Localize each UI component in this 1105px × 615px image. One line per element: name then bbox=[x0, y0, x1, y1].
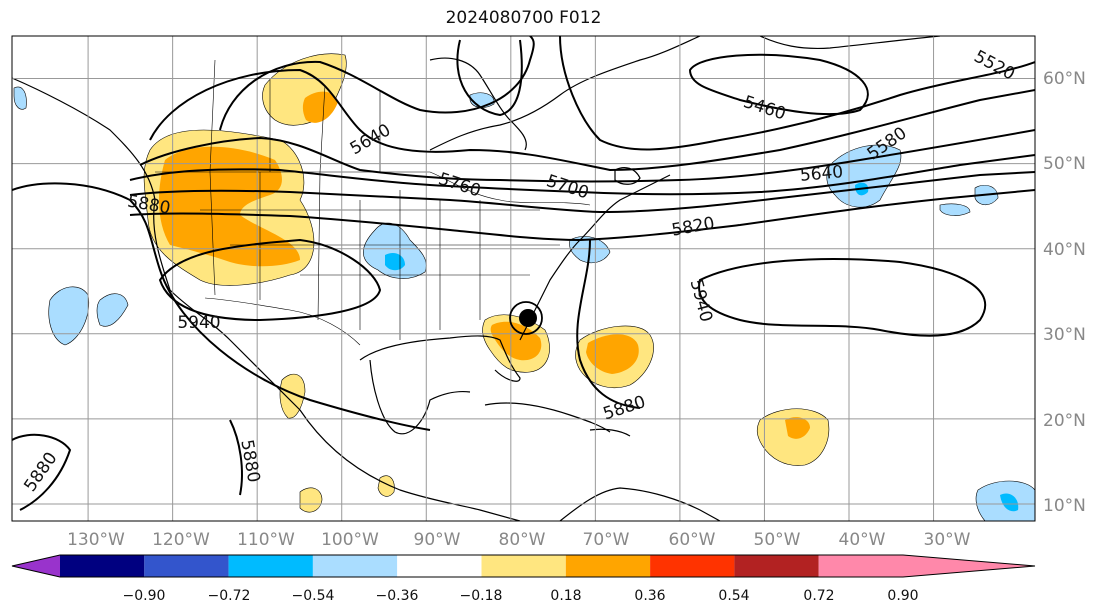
border-canada-provinces bbox=[209, 59, 381, 173]
height-contours bbox=[12, 36, 1035, 511]
anomaly-shading bbox=[13, 53, 1035, 521]
anomaly-florida-mid bbox=[490, 321, 542, 361]
contour-label: 5640 bbox=[799, 162, 844, 186]
coastline-hudson-bay bbox=[429, 57, 527, 151]
anomaly-caribbean-weak bbox=[377, 475, 395, 497]
border-us-mexico bbox=[204, 297, 361, 346]
map-background bbox=[12, 36, 1035, 521]
anomaly-northatlantic-neg-weak bbox=[826, 144, 902, 208]
lat-label: 20°N bbox=[1043, 411, 1086, 431]
colorbar-tick-label: 0.18 bbox=[550, 588, 581, 604]
colorbar-tick-label: 0.36 bbox=[634, 588, 665, 604]
contour-5640 bbox=[139, 129, 1035, 183]
lon-label: 130°W bbox=[67, 530, 125, 550]
latitude-labels: 60°N 50°N 40°N 30°N 20°N 10°N bbox=[1043, 69, 1086, 516]
map-title: 2024080700 F012 bbox=[445, 8, 602, 28]
contour-5820 bbox=[129, 189, 1035, 242]
colorbar-over-arrow bbox=[903, 555, 1035, 577]
colorbar-tick-label: −0.36 bbox=[376, 588, 419, 604]
contour-5940-west bbox=[158, 238, 382, 322]
coastline-hispaniola bbox=[589, 428, 631, 437]
coastline-newfoundland bbox=[614, 167, 641, 185]
lat-label: 30°N bbox=[1043, 325, 1086, 345]
colorbar-under-arrow bbox=[12, 555, 60, 577]
lat-label: 40°N bbox=[1043, 240, 1086, 260]
colorbar-tick-label: −0.54 bbox=[292, 588, 335, 604]
lon-label: 50°W bbox=[754, 530, 801, 550]
anomaly-west-us-mid bbox=[158, 146, 300, 267]
colorbar-tick-label: 0.54 bbox=[718, 588, 749, 604]
contour-label: 5940 bbox=[177, 313, 220, 333]
contour-5880-main bbox=[12, 182, 431, 431]
colorbar-segment bbox=[228, 555, 313, 577]
lat-label: 60°N bbox=[1043, 69, 1086, 89]
contour-5940-atl bbox=[698, 258, 987, 337]
coastline-greenland bbox=[759, 36, 941, 50]
colorbar-segment bbox=[650, 555, 735, 577]
colorbar-outline bbox=[11, 554, 1036, 578]
anomaly-central-america-weak bbox=[299, 487, 323, 513]
colorbar-tick-label: −0.90 bbox=[123, 588, 166, 604]
contour-5760 bbox=[129, 171, 1035, 214]
anomaly-pacific-neg-weak-2 bbox=[96, 293, 129, 327]
lat-label: 50°N bbox=[1043, 154, 1086, 174]
longitude-labels: 130°W 120°W 110°W 100°W 90°W 80°W 70°W 6… bbox=[67, 530, 971, 550]
contour-5520-east bbox=[559, 36, 1035, 151]
map-frame bbox=[11, 35, 1036, 522]
lon-label: 90°W bbox=[414, 530, 461, 550]
anomaly-atl-neg-small-2 bbox=[939, 203, 971, 216]
coastline-gulf bbox=[359, 335, 521, 382]
colorbar-segment bbox=[818, 555, 903, 577]
colorbar-segment bbox=[734, 555, 819, 577]
contour-5460 bbox=[688, 53, 869, 116]
colorbar-segment bbox=[481, 555, 566, 577]
contour-5880-south bbox=[229, 419, 243, 496]
coastline-yucatan bbox=[369, 359, 471, 435]
lon-label: 70°W bbox=[583, 530, 630, 550]
colorbar-tick-label: −0.72 bbox=[208, 588, 251, 604]
contour-5880-west bbox=[12, 433, 72, 511]
colorbar-segment bbox=[60, 555, 145, 577]
lon-label: 110°W bbox=[237, 530, 295, 550]
anomaly-pacific-neg-weak bbox=[48, 286, 90, 346]
anomaly-sw-atl-neg-mid bbox=[1000, 493, 1019, 512]
anomaly-mexico-weak bbox=[279, 373, 306, 419]
lon-label: 100°W bbox=[321, 530, 379, 550]
colorbar-tick-label: 0.72 bbox=[803, 588, 834, 604]
colorbar-segment bbox=[565, 555, 651, 577]
lon-label: 60°W bbox=[669, 530, 716, 550]
colorbar-segment bbox=[397, 555, 482, 577]
colorbar: −0.90 −0.72 −0.54 −0.36 −0.18 0.18 0.36 … bbox=[11, 554, 1036, 604]
anomaly-atlantic-mid bbox=[586, 334, 639, 374]
lon-label: 80°W bbox=[499, 530, 546, 550]
lon-label: 120°W bbox=[152, 530, 210, 550]
contour-5700 bbox=[129, 154, 1035, 196]
coastline-canada-east bbox=[429, 36, 701, 151]
anomaly-alaska-neg-weak bbox=[13, 86, 27, 110]
contour-5460-west bbox=[456, 39, 523, 117]
colorbar-tick-labels: −0.90 −0.72 −0.54 −0.36 −0.18 0.18 0.36 … bbox=[123, 588, 919, 604]
colorbar-tick-label: 0.90 bbox=[887, 588, 918, 604]
coastline-pacific bbox=[12, 77, 521, 521]
colorbar-segment bbox=[144, 555, 229, 577]
anomaly-canada-mid bbox=[302, 91, 338, 123]
contour-5880-atl bbox=[576, 239, 641, 409]
colorbar-tick-label: −0.18 bbox=[460, 588, 503, 604]
coastline-cuba bbox=[484, 402, 611, 433]
lon-label: 30°W bbox=[924, 530, 971, 550]
tropical-cyclone-symbol bbox=[509, 301, 543, 335]
lon-label: 40°W bbox=[839, 530, 886, 550]
lat-label: 10°N bbox=[1043, 496, 1086, 516]
contour-5580 bbox=[149, 68, 1035, 172]
anomaly-tropics-mid bbox=[785, 417, 810, 439]
colorbar-segment bbox=[312, 555, 398, 577]
